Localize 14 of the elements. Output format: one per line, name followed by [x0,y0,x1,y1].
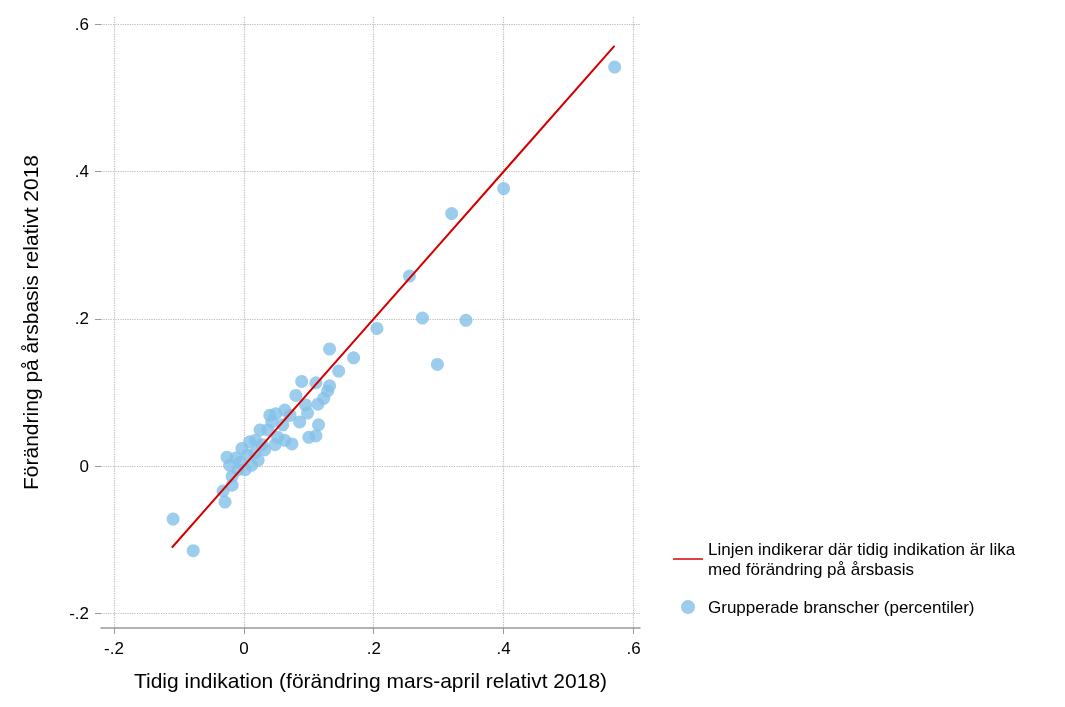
legend-label: Grupperade branscher (percentiler) [708,597,975,617]
x-tick-label: 0 [239,639,249,658]
x-tick-label: .6 [626,639,641,658]
legend-label: Linjen indikerar där tidig indikation är lika med förändring på årsbasis [708,539,1020,579]
x-tick-label: .4 [496,639,511,658]
y-axis-title: Förändring på årsbasis relativt 2018 [19,154,42,491]
x-tick-label: .2 [366,639,381,658]
y-tick-label: .4 [74,162,89,182]
y-tick-label: .6 [74,14,89,34]
y-tick-label: 0 [79,456,89,476]
y-tick-label: -.2 [69,603,89,623]
y-tick-label: .2 [74,309,89,329]
x-tick-label: -.2 [104,639,124,658]
x-axis-title: Tidig indikation (förändring mars-april relativt 2018) [133,669,608,692]
